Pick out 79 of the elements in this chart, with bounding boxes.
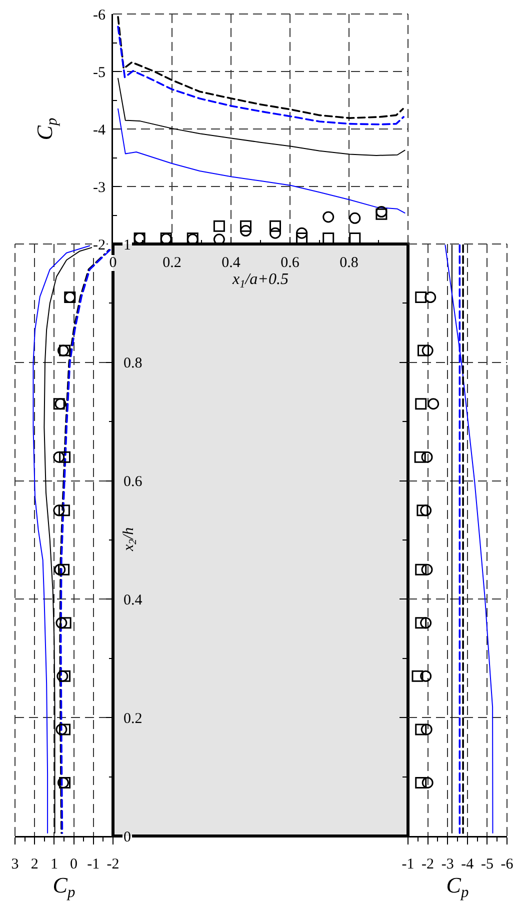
y-tick-label: -2 <box>93 237 106 254</box>
point <box>428 398 440 410</box>
point <box>424 292 436 304</box>
x-tick-label: 0.6 <box>280 255 300 271</box>
point <box>270 227 281 239</box>
point <box>56 617 68 629</box>
y-tick-label: 0.6 <box>124 474 143 490</box>
y-tick-label: 0.2 <box>124 710 142 727</box>
x-tick-label: 2 <box>30 856 38 872</box>
point <box>58 504 70 516</box>
point <box>416 504 428 516</box>
point <box>422 776 434 788</box>
line-series <box>117 26 404 126</box>
point <box>422 344 434 356</box>
x-tick-label: -2 <box>422 856 434 872</box>
point <box>213 220 225 232</box>
point <box>349 232 361 244</box>
x-tick-label: -1 <box>402 856 414 872</box>
x-tick-label: 0.4 <box>222 255 241 271</box>
x-tick-label: -1 <box>87 856 100 872</box>
y-tick-label: 0.8 <box>124 356 142 372</box>
x-tick-label: 1 <box>50 856 58 872</box>
x-tick-label: -4 <box>461 856 474 872</box>
point <box>60 617 72 629</box>
point <box>420 670 432 682</box>
point <box>415 776 427 788</box>
y-tick-label: -4 <box>93 122 106 138</box>
y-tick-label: 1 <box>124 237 131 254</box>
point <box>54 564 66 576</box>
point <box>58 564 70 576</box>
point <box>322 232 334 244</box>
point <box>414 451 426 463</box>
point <box>420 617 432 629</box>
point <box>418 344 429 356</box>
x-tick-label: 0.2 <box>162 255 182 271</box>
point <box>240 220 252 232</box>
point <box>421 451 433 463</box>
line-series <box>117 16 404 119</box>
y-tick-label: -5 <box>93 64 106 81</box>
point <box>415 617 427 629</box>
point <box>415 564 427 576</box>
point <box>349 212 361 224</box>
point <box>53 451 65 463</box>
point <box>59 451 71 463</box>
point <box>421 564 433 576</box>
line-series <box>118 78 406 156</box>
x-axis-title: x$_{1}$/a+0.5 <box>232 271 288 290</box>
x-tick-label: 0.8 <box>340 255 358 271</box>
point <box>270 220 281 232</box>
point <box>296 232 308 244</box>
x-tick-label: -6 <box>500 856 514 872</box>
point <box>53 504 65 516</box>
x-tick-label: -2 <box>106 856 120 872</box>
point <box>415 724 427 736</box>
point <box>56 670 68 682</box>
x-tick-label: 0 <box>70 856 78 872</box>
x-axis-title: C$_{p}$ <box>446 872 469 902</box>
y-tick-label: -6 <box>93 7 106 24</box>
y-tick-label: 0.4 <box>124 592 143 608</box>
point <box>240 225 252 237</box>
y-tick-label: -3 <box>93 180 106 196</box>
point <box>415 398 427 410</box>
point <box>59 724 71 736</box>
point <box>412 670 424 682</box>
x-axis-title: C$_{p}$ <box>52 872 76 902</box>
point <box>56 724 68 736</box>
point <box>59 670 71 682</box>
x-tick-label: -5 <box>480 856 494 872</box>
point <box>322 211 334 223</box>
line-series <box>32 245 90 834</box>
x-tick-label: 0 <box>109 255 117 271</box>
point <box>420 504 432 516</box>
y-tick-label: 0 <box>124 829 131 846</box>
point <box>420 724 432 736</box>
point <box>415 292 427 304</box>
point <box>296 227 308 239</box>
x-tick-label: -3 <box>441 856 454 872</box>
point <box>213 234 225 244</box>
x-tick-label: 3 <box>11 856 19 872</box>
